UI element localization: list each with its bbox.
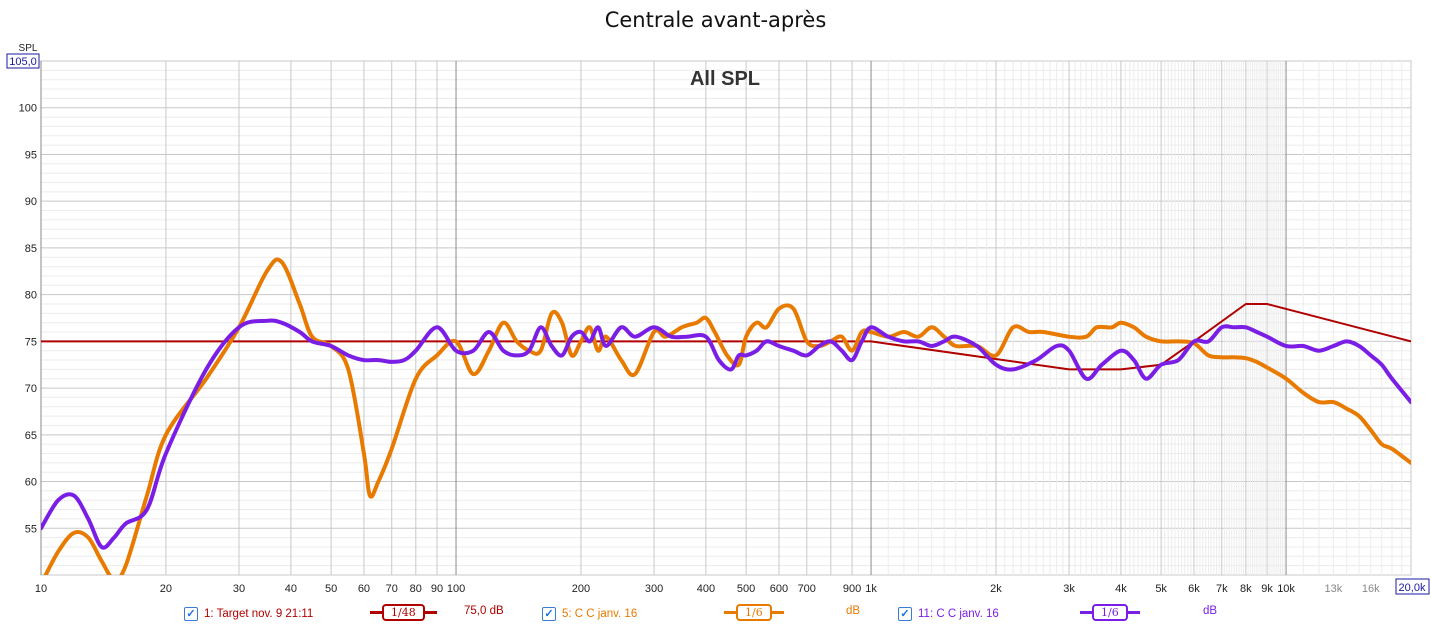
smoothing-cc5[interactable]: 1/6 xyxy=(724,603,784,621)
smoothing-value: 1/6 xyxy=(1092,603,1128,621)
x-tick-label: 30 xyxy=(233,583,245,595)
y-tick-label: 55 xyxy=(25,523,37,535)
y-tick-label: 65 xyxy=(25,430,37,442)
smoothing-cc11[interactable]: 1/6 xyxy=(1080,603,1140,621)
x-tick-label: 6k xyxy=(1188,583,1200,595)
y-max-label: 105,0 xyxy=(9,56,37,68)
y-tick-label: 70 xyxy=(25,383,37,395)
x-tick-label: 300 xyxy=(645,583,663,595)
y-tick-label: 60 xyxy=(25,477,37,489)
legend-item-cc5[interactable]: ✓ 5: C C janv. 16 xyxy=(542,604,637,624)
offset-cc5[interactable]: dB xyxy=(846,605,861,617)
legend-label: 5: C C janv. 16 xyxy=(562,608,638,620)
x-tick-label: 80 xyxy=(410,583,422,595)
x-tick-label: 20 xyxy=(160,583,172,595)
checkbox-icon[interactable]: ✓ xyxy=(184,607,198,621)
x-tick-label: 13k xyxy=(1324,583,1342,595)
offset-cc11[interactable]: dB xyxy=(1203,605,1218,617)
x-tick-label: 4k xyxy=(1115,583,1127,595)
x-tick-label: 40 xyxy=(285,583,297,595)
x-tick-label: 1k xyxy=(865,583,877,595)
smoothing-value: 1/48 xyxy=(382,603,425,621)
y-tick-label: 95 xyxy=(25,149,37,161)
x-tick-label: 400 xyxy=(697,583,715,595)
checkbox-icon[interactable]: ✓ xyxy=(898,607,912,621)
chart-subtitle: All SPL xyxy=(690,68,760,90)
legend-item-cc11[interactable]: ✓ 11: C C janv. 16 xyxy=(898,604,999,624)
x-tick-label: 600 xyxy=(770,583,788,595)
y-tick-label: 85 xyxy=(25,243,37,255)
legend-label: 1: Target nov. 9 21:11 xyxy=(204,608,314,620)
y-tick-label: 100 xyxy=(19,103,37,115)
checkbox-icon[interactable]: ✓ xyxy=(542,607,556,621)
x-tick-label: 9k xyxy=(1261,583,1273,595)
x-tick-label: 700 xyxy=(798,583,816,595)
x-tick-label: 10 xyxy=(35,583,47,595)
x-tick-label: 16k xyxy=(1362,583,1380,595)
x-tick-label: 2k xyxy=(990,583,1002,595)
legend-item-target[interactable]: ✓ 1: Target nov. 9 21:11 xyxy=(184,604,313,624)
smoothing-value: 1/6 xyxy=(736,603,772,621)
x-tick-label: 5k xyxy=(1155,583,1167,595)
y-max-box xyxy=(6,53,40,69)
y-tick-label: 90 xyxy=(25,196,37,208)
legend-label: 11: C C janv. 16 xyxy=(918,608,999,620)
x-tick-label: 90 xyxy=(431,583,443,595)
x-tick-label: 10k xyxy=(1277,583,1295,595)
x-tick-label: 500 xyxy=(737,583,755,595)
x-tick-label: 3k xyxy=(1063,583,1075,595)
x-max-label: 20,0k xyxy=(1399,582,1426,594)
series-line-cc11 xyxy=(41,318,1411,550)
y-tick-label: 75 xyxy=(25,336,37,348)
x-tick-label: 50 xyxy=(325,583,337,595)
y-axis-label: SPL xyxy=(19,43,38,54)
offset-target[interactable]: 75,0 dB xyxy=(464,605,504,617)
x-max-box xyxy=(1395,578,1430,595)
x-tick-label: 70 xyxy=(386,583,398,595)
x-tick-label: 8k xyxy=(1240,583,1252,595)
y-tick-label: 80 xyxy=(25,290,37,302)
x-tick-label: 200 xyxy=(572,583,590,595)
smoothing-target[interactable]: 1/48 xyxy=(370,603,437,621)
chart-title: Centrale avant-après xyxy=(604,8,827,32)
plot-area xyxy=(40,60,1412,576)
x-tick-label: 900 xyxy=(843,583,861,595)
x-tick-label: 60 xyxy=(358,583,370,595)
x-tick-label: 7k xyxy=(1216,583,1228,595)
x-tick-label: 100 xyxy=(447,583,465,595)
